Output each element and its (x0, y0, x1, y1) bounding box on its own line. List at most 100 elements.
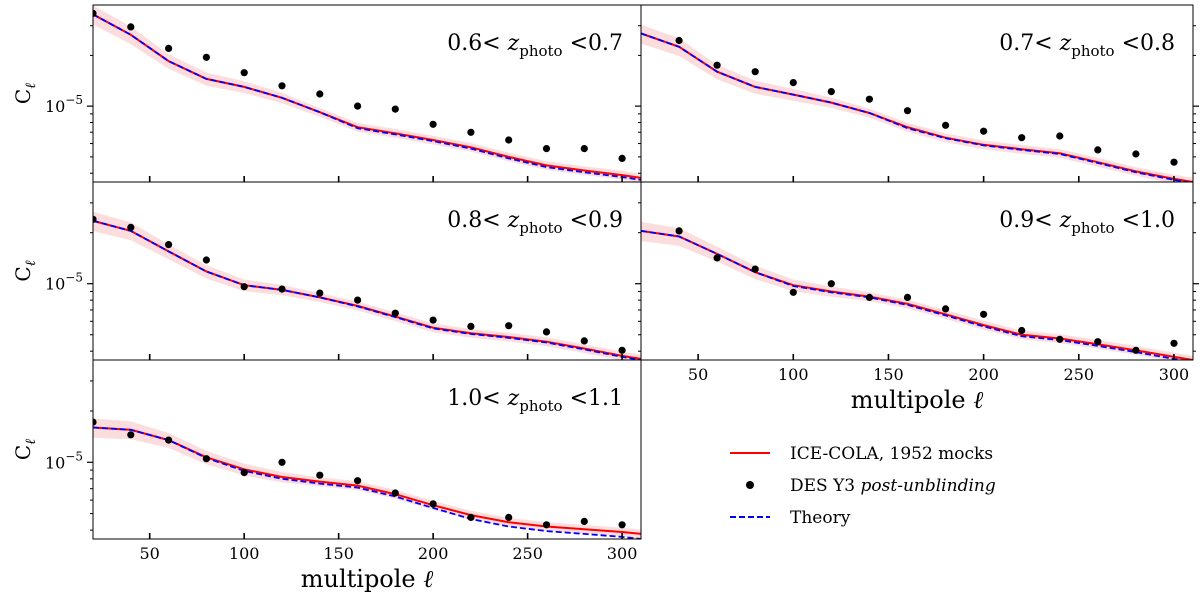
legend: ICE-COLA, 1952 mocks DES Y3 post-unblindi… (730, 444, 996, 528)
bin-z: z (507, 208, 520, 233)
x-axis-label-word: multipole (851, 386, 974, 414)
data-point (127, 23, 135, 31)
data-point (354, 296, 362, 304)
x-tick-label-right: 300 (1159, 365, 1190, 384)
data-point (202, 53, 210, 61)
data-point (278, 82, 286, 90)
data-point (1018, 134, 1026, 142)
bin-z-subscript: photo (519, 397, 562, 415)
data-point (1056, 132, 1064, 140)
bin-high: <1.0 (1115, 208, 1175, 233)
x-axis-label-symbol: ℓ (973, 386, 983, 414)
legend-swatch-marker (746, 481, 754, 489)
legend-label-italic: post-unblinding (861, 476, 996, 496)
data-point (93, 418, 97, 426)
data-point (278, 285, 286, 293)
data-point (354, 102, 362, 110)
data-point (165, 241, 173, 249)
bin-z: z (1059, 208, 1072, 233)
y-tick-base: 10 (45, 275, 65, 294)
panel-bin-label: 1.0< zphoto <1.1 (447, 386, 623, 415)
data-point (505, 136, 513, 144)
data-point (1094, 338, 1102, 346)
data-point (1056, 335, 1064, 343)
panel-bin-label: 0.9< zphoto <1.0 (999, 208, 1175, 237)
data-point (580, 145, 588, 153)
y-tick-base: 10 (45, 97, 65, 116)
data-point (751, 68, 759, 76)
data-point (316, 90, 324, 98)
y-tick-base: 10 (45, 453, 65, 472)
x-tick-label-left: 250 (512, 544, 543, 563)
data-point (1094, 146, 1102, 154)
panel-1: 10−5 Cℓ 0.6< zphoto <0.7 (11, 4, 642, 183)
x-axis-label-left: multipole ℓ (301, 565, 434, 593)
x-tick-label-right: 100 (778, 365, 809, 384)
panel-plot-area (641, 221, 1193, 360)
data-point (580, 337, 588, 345)
data-point (354, 477, 362, 485)
legend-label-text: DES Y3 (790, 476, 861, 496)
panel-frame (92, 359, 642, 540)
data-point (542, 521, 551, 529)
panel-2: 0.7< zphoto <0.8 (635, 4, 1199, 183)
x-tick-label-right: 200 (968, 365, 999, 384)
panel-bin-label: 0.6< zphoto <0.7 (447, 31, 623, 60)
data-point (202, 256, 210, 264)
bin-high: <0.8 (1115, 31, 1175, 56)
data-point (618, 346, 626, 354)
data-point (1170, 158, 1178, 166)
x-tick-label-left: 100 (229, 544, 260, 563)
data-point (127, 223, 135, 231)
data-point (391, 489, 399, 497)
x-axis-label-word: multipole (301, 565, 424, 593)
panel-frame (640, 4, 1194, 183)
mock-error-band (93, 5, 641, 182)
y-tick-label: 10−5 (45, 449, 83, 472)
panel-plot-area (641, 24, 1193, 182)
data-point (675, 36, 683, 45)
data-point (865, 293, 874, 301)
data-point (505, 322, 513, 330)
data-point (467, 322, 475, 330)
x-axis-label-symbol: ℓ (423, 565, 433, 593)
x-tick-label-right: 250 (1064, 365, 1095, 384)
panel-frame (92, 181, 642, 361)
mock-mean-line (93, 426, 641, 535)
data-point (93, 215, 97, 223)
data-point (1132, 150, 1140, 158)
bin-low: 0.9< (999, 208, 1059, 233)
x-tick-label-left: 150 (323, 544, 354, 563)
data-point (865, 95, 874, 103)
data-point (713, 254, 721, 262)
data-point (240, 283, 248, 291)
data-point (1170, 339, 1178, 347)
data-point (429, 500, 437, 508)
bin-low: 0.7< (999, 31, 1059, 56)
data-point (165, 44, 173, 53)
data-point (505, 513, 513, 522)
data-point (165, 436, 173, 444)
y-axis-label: Cℓ (11, 260, 39, 281)
y-axis-label-main: C (11, 266, 35, 281)
x-tick-label-left: 200 (418, 544, 449, 563)
mock-mean-line (93, 219, 641, 360)
panel-4: 0.9< zphoto <1.0 (635, 181, 1199, 361)
y-axis-label-subscript: ℓ (23, 83, 39, 89)
bin-z-subscript: photo (1071, 42, 1114, 60)
legend-label: DES Y3 post-unblinding (790, 476, 996, 496)
data-point (751, 265, 759, 273)
panel-bin-label: 0.7< zphoto <0.8 (999, 31, 1175, 60)
mock-error-band (641, 221, 1193, 360)
data-point (618, 521, 626, 529)
bin-z-subscript: photo (519, 42, 562, 60)
panel-frame (92, 4, 642, 183)
data-point (1018, 326, 1026, 335)
data-point (542, 145, 551, 153)
bin-high: <0.7 (563, 31, 623, 56)
bin-high: <1.1 (563, 386, 623, 411)
y-tick-label: 10−5 (45, 93, 83, 116)
bin-low: 1.0< (447, 386, 507, 411)
data-point (1132, 346, 1140, 354)
